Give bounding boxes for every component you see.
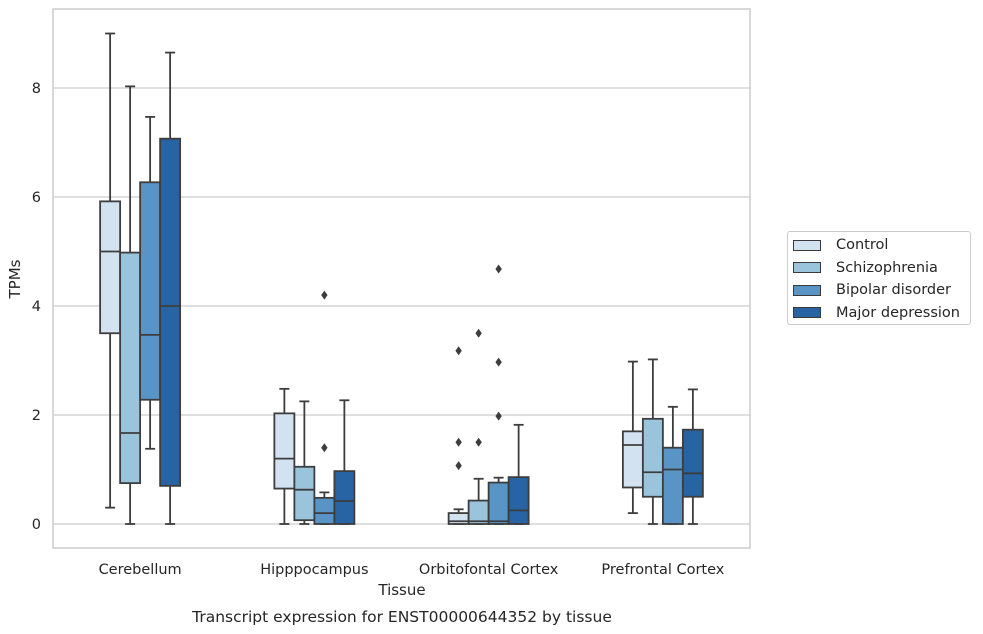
outlier-point: [321, 443, 328, 453]
series-bipolar-disorder: [139, 115, 684, 525]
legend-item: Major depression: [793, 302, 960, 324]
legend-swatch: [793, 307, 821, 318]
box-body: [159, 137, 182, 487]
legend-item: Schizophrenia: [793, 257, 938, 279]
legend-swatch: [793, 262, 821, 273]
box: [139, 115, 162, 450]
box: [641, 358, 664, 525]
box: [681, 388, 704, 525]
series-major-depression: [159, 51, 704, 525]
box-series: [99, 32, 704, 525]
box: [487, 264, 510, 525]
y-tick-label: 2: [32, 408, 41, 424]
outlier-point: [455, 346, 462, 356]
outlier-point: [475, 437, 482, 447]
box-body: [681, 428, 704, 498]
box: [661, 405, 684, 525]
box-body: [313, 496, 336, 525]
outlier-point: [495, 411, 502, 421]
outlier-point: [475, 328, 482, 338]
y-tick-label: 4: [32, 299, 41, 315]
outlier-point: [495, 357, 502, 367]
legend: Control Schizophrenia Bipolar disorder Majo…: [787, 231, 971, 325]
box: [119, 85, 142, 525]
legend-item: Control: [793, 234, 888, 256]
box: [507, 423, 530, 525]
outlier-point: [455, 437, 462, 447]
box: [159, 51, 182, 525]
x-tick-labels: Cerebellum Hipppocampus Orbitofontal Corte…: [99, 562, 725, 578]
x-tick-label: Orbitofontal Cortex: [419, 562, 559, 578]
box: [333, 399, 356, 525]
x-tick-label: Cerebellum: [99, 562, 182, 578]
series-control: [99, 32, 644, 525]
box-body: [139, 181, 162, 401]
x-tick-label: Prefrontal Cortex: [601, 562, 724, 578]
box-body: [621, 430, 644, 489]
x-axis-label: Tissue: [377, 581, 425, 599]
box-body: [99, 200, 122, 335]
y-tick-label: 0: [32, 517, 41, 533]
box: [273, 387, 296, 525]
outlier-point: [495, 264, 502, 274]
box: [467, 328, 490, 525]
legend-swatch: [793, 239, 821, 251]
box: [447, 346, 470, 525]
outlier-point: [455, 461, 462, 471]
box: [99, 32, 122, 509]
box-body: [661, 446, 684, 525]
box-body: [641, 417, 664, 498]
box-body: [273, 412, 296, 490]
y-tick-label: 6: [32, 190, 41, 206]
box: [313, 290, 336, 525]
box-body: [447, 512, 470, 525]
box-body: [507, 476, 530, 525]
box-body: [119, 251, 142, 485]
box-body: [333, 470, 356, 525]
x-tick-label: Hipppocampus: [260, 562, 368, 578]
outlier-point: [321, 290, 328, 300]
y-tick-labels: 0 2 4 6 8: [32, 81, 41, 533]
legend-label: Control: [836, 237, 889, 253]
box-body: [487, 481, 510, 525]
legend-label: Major depression: [836, 304, 960, 321]
legend-label: Schizophrenia: [836, 259, 938, 276]
box-body: [293, 465, 316, 522]
legend-item: Bipolar disorder: [793, 279, 951, 301]
plot-area-frame: [52, 8, 751, 549]
legend-label: Bipolar disorder: [836, 282, 951, 298]
y-tick-label: 8: [32, 81, 41, 97]
series-schizophrenia: [119, 85, 664, 525]
box: [293, 400, 316, 525]
legend-swatch: [793, 284, 821, 296]
y-axis-label: TPMs: [6, 259, 24, 299]
box: [621, 360, 644, 514]
chart-title: Transcript expression for ENST0000064435…: [191, 608, 612, 626]
